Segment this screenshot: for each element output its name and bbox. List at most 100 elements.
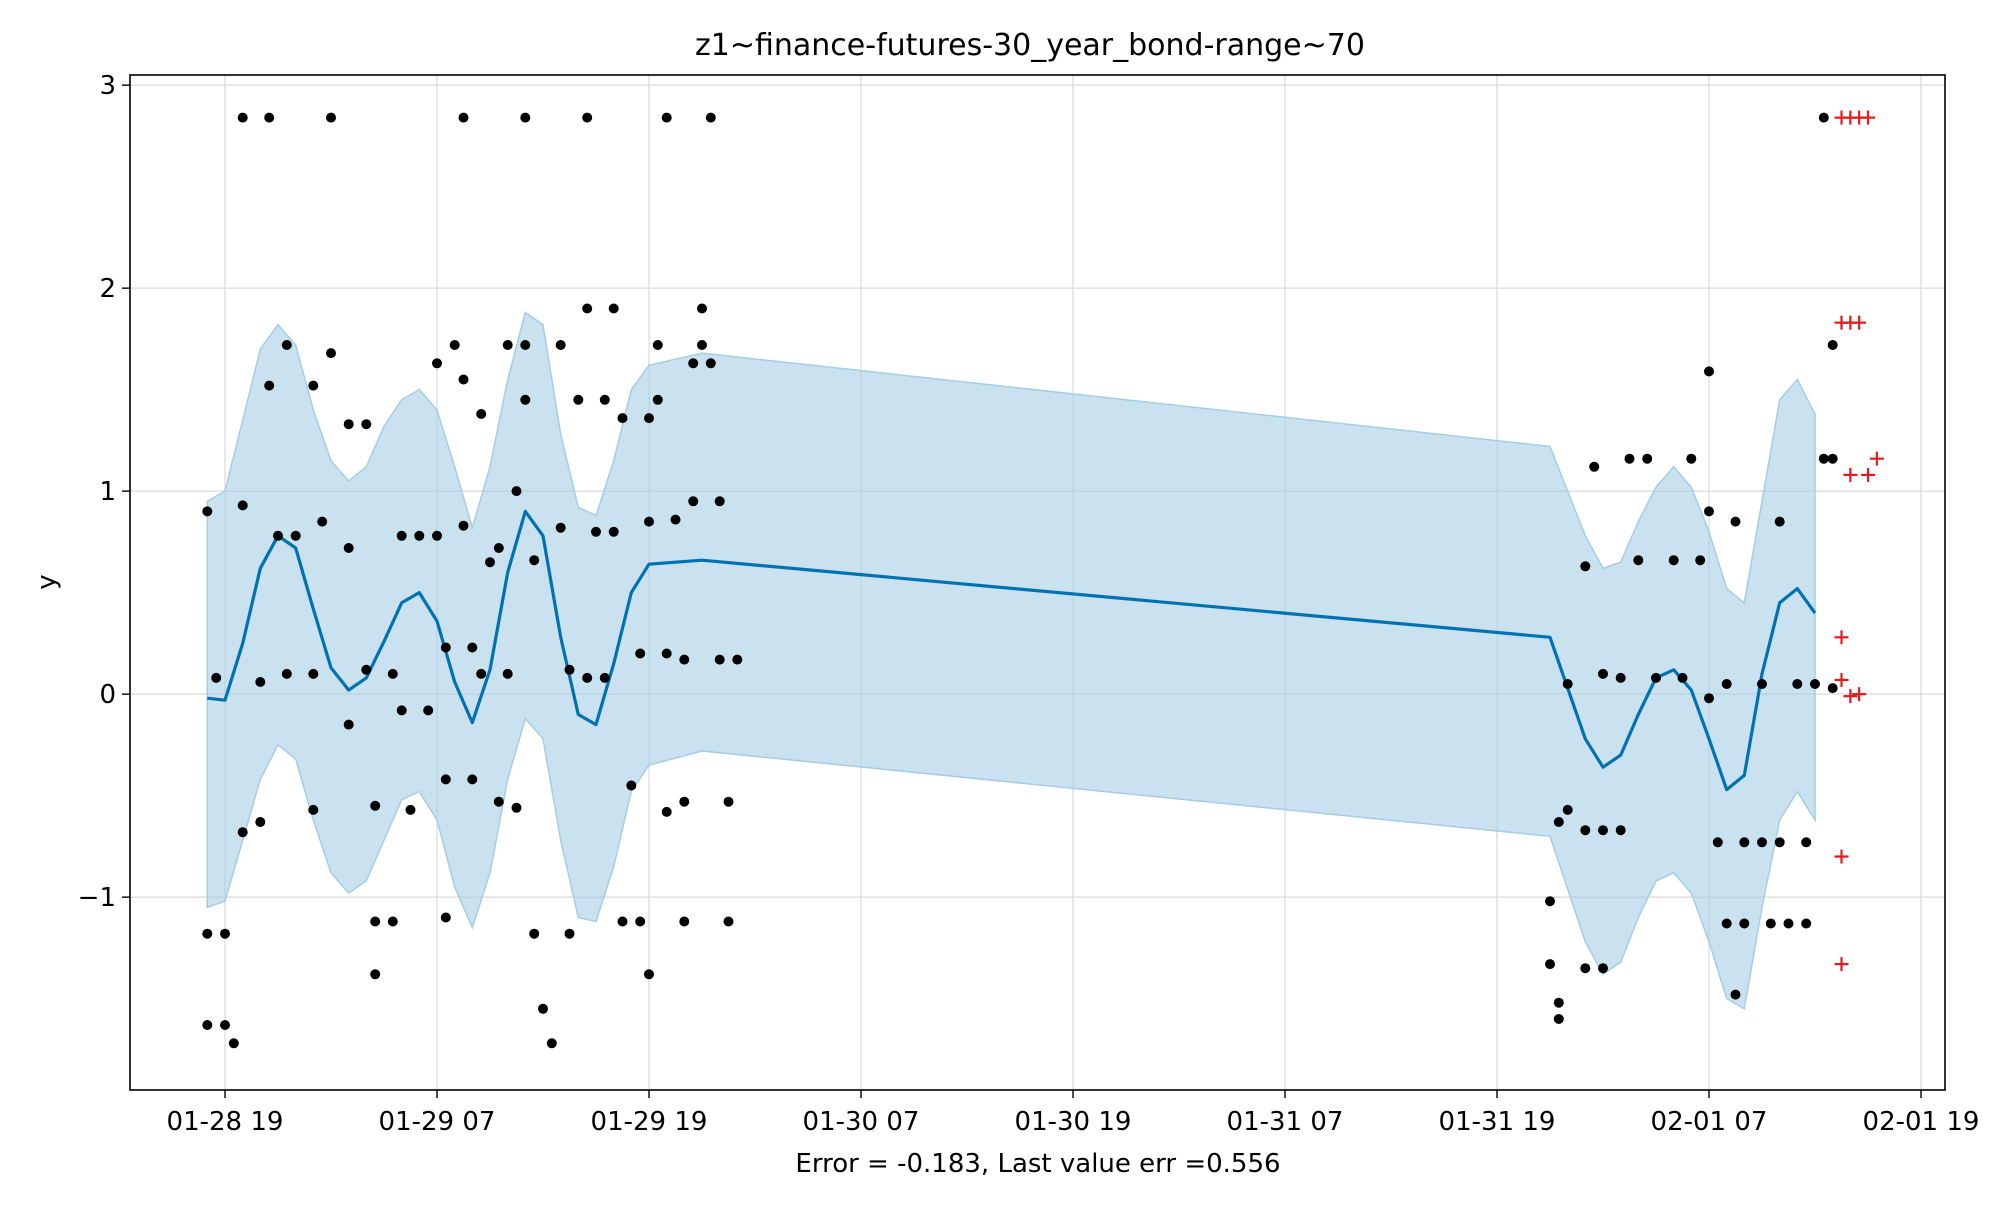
x-tick-label: 01-29 07 <box>379 1107 496 1137</box>
actual-point <box>476 409 487 419</box>
actual-point <box>520 112 531 123</box>
actual-point <box>1545 896 1555 907</box>
actual-point <box>458 112 469 123</box>
actual-point <box>688 358 699 369</box>
x-tick-label: 01-30 19 <box>1015 1107 1132 1137</box>
actual-point <box>697 340 707 350</box>
actual-point <box>317 516 328 527</box>
future-point <box>1852 315 1867 330</box>
actual-point <box>281 668 292 679</box>
future-point <box>1834 672 1849 687</box>
actual-point <box>449 340 460 350</box>
actual-point <box>599 672 610 683</box>
actual-point <box>326 112 336 123</box>
actual-point <box>202 928 213 939</box>
actual-point <box>555 340 566 350</box>
actual-point <box>652 340 663 350</box>
actual-point <box>1624 453 1635 464</box>
y-axis-ticks: −1 0 1 2 3 <box>78 71 130 913</box>
actual-point <box>493 543 504 553</box>
y-tick-label: 3 <box>99 71 116 101</box>
actual-point <box>661 648 672 659</box>
actual-point <box>264 380 275 391</box>
actual-point <box>1783 918 1794 929</box>
x-tick-label: 02-01 19 <box>1863 1107 1980 1137</box>
x-tick-label: 02-01 07 <box>1651 1107 1768 1137</box>
actual-point <box>1668 555 1679 566</box>
actual-point <box>564 664 575 675</box>
actual-point <box>661 806 672 817</box>
actual-point <box>1633 555 1644 566</box>
actual-point <box>370 969 381 980</box>
actual-point <box>520 394 531 405</box>
actual-point <box>476 668 487 679</box>
actual-point <box>432 358 442 369</box>
actual-point <box>467 774 478 785</box>
actual-point <box>714 496 725 507</box>
forecast-line-layer <box>207 509 1817 792</box>
actual-point <box>1553 817 1564 827</box>
actual-point <box>582 303 593 314</box>
future-point <box>1843 689 1858 704</box>
actual-point <box>1757 679 1767 689</box>
actual-point <box>520 340 531 350</box>
x-tick-label: 01-30 07 <box>803 1107 920 1137</box>
actual-point <box>1580 561 1591 572</box>
actual-point <box>1553 1014 1564 1024</box>
actual-point <box>211 672 222 683</box>
actual-point <box>688 496 699 507</box>
actual-point <box>1704 693 1714 704</box>
actual-point <box>1827 340 1838 350</box>
actual-point <box>370 800 381 811</box>
actual-point <box>220 1020 230 1030</box>
actual-point <box>1677 672 1688 683</box>
y-axis-label: y <box>32 574 62 589</box>
actual-point <box>1757 837 1767 848</box>
actual-point <box>326 348 336 359</box>
actual-point <box>1598 825 1608 836</box>
actual-point <box>644 413 654 424</box>
actual-point <box>635 916 646 927</box>
actual-point <box>343 719 354 730</box>
y-tick-label: 0 <box>99 680 116 710</box>
actual-point <box>237 112 248 123</box>
actual-point <box>255 817 266 827</box>
actual-point <box>617 916 628 927</box>
y-tick-label: 1 <box>99 477 116 507</box>
actual-point <box>529 928 540 939</box>
actual-point <box>237 500 248 511</box>
actual-point <box>1562 804 1573 815</box>
actual-point <box>228 1038 239 1049</box>
actual-point <box>697 303 707 314</box>
actual-point <box>387 916 398 927</box>
actual-point <box>202 506 213 517</box>
actual-point <box>635 648 646 659</box>
actual-point <box>1686 453 1697 464</box>
actual-point <box>1792 679 1803 689</box>
actual-point <box>1651 672 1661 683</box>
actual-point <box>281 340 292 350</box>
forecast-line <box>207 509 1817 792</box>
x-tick-label: 01-31 07 <box>1227 1107 1344 1137</box>
actual-point <box>732 654 743 665</box>
actual-point <box>679 916 690 927</box>
actual-point <box>661 112 672 123</box>
actual-point <box>599 394 610 405</box>
actual-point <box>1739 837 1750 848</box>
actual-point <box>608 303 619 314</box>
actual-point <box>1721 679 1732 689</box>
future-points-layer <box>1834 110 1884 972</box>
actual-point <box>1704 366 1714 377</box>
actual-point <box>1615 825 1626 836</box>
actual-point <box>705 358 716 369</box>
actual-point <box>264 112 275 123</box>
future-point <box>1843 467 1858 482</box>
actual-point <box>723 796 734 807</box>
actual-point <box>467 642 478 653</box>
x-axis-label: Error = -0.183, Last value err =0.556 <box>795 1149 1280 1179</box>
actual-point <box>546 1038 557 1049</box>
actual-point <box>502 340 513 350</box>
actual-point <box>608 526 619 537</box>
